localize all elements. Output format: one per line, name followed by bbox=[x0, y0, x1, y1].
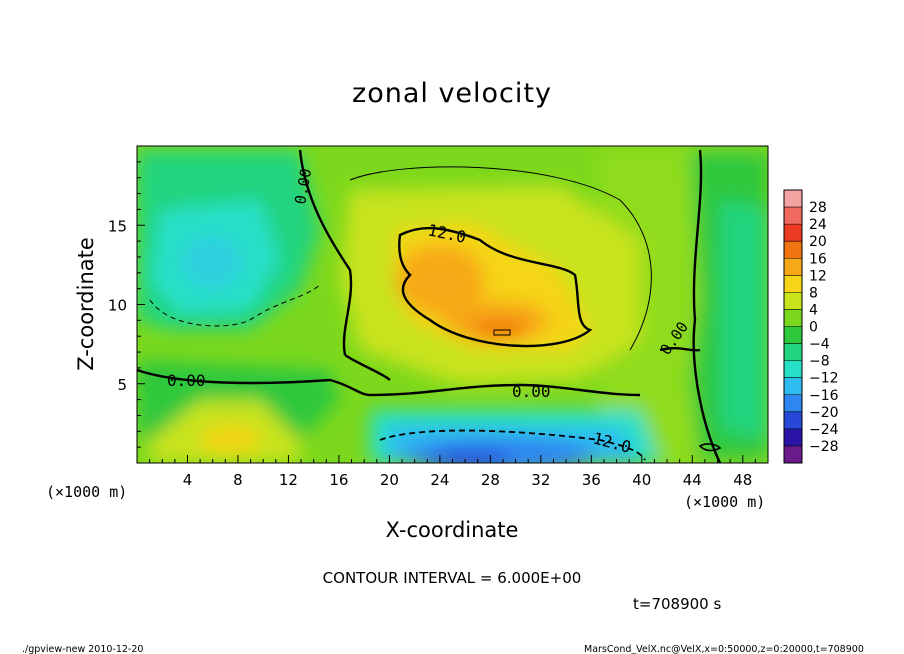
chart-title: zonal velocity bbox=[352, 78, 552, 109]
heatmap-field bbox=[137, 146, 768, 463]
colorbar-label: −20 bbox=[809, 405, 839, 421]
footer-right: MarsCond_VelX.nc@VelX,x=0:50000,z=0:2000… bbox=[584, 644, 864, 654]
x-tick-label: 4 bbox=[183, 471, 193, 489]
x-tick-label: 32 bbox=[531, 471, 550, 489]
colorbar-segment bbox=[784, 360, 802, 379]
y-tick-label: 5 bbox=[117, 376, 127, 394]
colorbar-segment bbox=[784, 377, 802, 396]
x-tick-label: 20 bbox=[380, 471, 399, 489]
colorbar-label: −8 bbox=[809, 354, 830, 370]
colorbar-segment bbox=[784, 411, 802, 430]
contour-label: 0.00 bbox=[512, 382, 551, 401]
colorbar-label: 0 bbox=[809, 320, 818, 336]
contour-interval: CONTOUR INTERVAL = 6.000E+00 bbox=[323, 569, 582, 587]
colorbar-segment bbox=[784, 428, 802, 447]
colorbar-label: −12 bbox=[809, 371, 839, 387]
colorbar-segment bbox=[784, 275, 802, 293]
y-axis-label: Z-coordinate bbox=[74, 237, 98, 371]
x-tick-label: 28 bbox=[481, 471, 500, 489]
colorbar-label: −28 bbox=[809, 439, 839, 455]
colorbar-segment bbox=[784, 207, 802, 225]
x-tick-label: 12 bbox=[279, 471, 298, 489]
contour-label: 0.00 bbox=[167, 371, 206, 390]
colorbar-segment bbox=[784, 241, 802, 259]
colorbar-segment bbox=[784, 224, 802, 242]
x-tick-label: 36 bbox=[582, 471, 601, 489]
x-axis: 4 8 12 16 20 24 28 32 36 40 44 48 bbox=[149, 455, 756, 489]
colorbar-segment bbox=[784, 190, 802, 208]
y-tick-label: 15 bbox=[108, 217, 127, 235]
x-unit-right: (×1000 m) bbox=[684, 493, 765, 511]
x-tick-label: 16 bbox=[329, 471, 348, 489]
colorbar-label: 28 bbox=[809, 200, 827, 216]
colorbar-segment bbox=[784, 258, 802, 276]
colorbar-label: −16 bbox=[809, 388, 839, 404]
time-label: t=708900 s bbox=[633, 595, 721, 613]
colorbar-label: 24 bbox=[809, 217, 827, 233]
contour-label: 0.00 bbox=[291, 167, 315, 206]
colorbar-label: 20 bbox=[809, 234, 827, 250]
x-tick-label: 48 bbox=[733, 471, 752, 489]
colorbar-label: 12 bbox=[809, 268, 827, 284]
colorbar-segment bbox=[784, 343, 802, 362]
x-axis-label: X-coordinate bbox=[386, 518, 519, 542]
colorbar-segment bbox=[784, 292, 802, 310]
colorbar-label: 16 bbox=[809, 251, 827, 267]
colorbar-label: −24 bbox=[809, 422, 839, 438]
colorbar-segment bbox=[784, 445, 802, 464]
colorbar-label: 8 bbox=[809, 285, 818, 301]
y-axis: 5 10 15 bbox=[108, 161, 145, 448]
x-tick-label: 8 bbox=[233, 471, 243, 489]
colorbar-label: 4 bbox=[809, 302, 818, 318]
x-tick-label: 44 bbox=[683, 471, 702, 489]
colorbar-segment bbox=[784, 326, 802, 345]
footer-left: ./gpview-new 2010-12-20 bbox=[22, 644, 143, 654]
x-unit-left: (×1000 m) bbox=[46, 483, 127, 501]
colorbar-label: −4 bbox=[809, 337, 830, 353]
x-tick-label: 40 bbox=[632, 471, 651, 489]
x-tick-label: 24 bbox=[430, 471, 449, 489]
colorbar-segment bbox=[784, 309, 802, 327]
colorbar-segment bbox=[784, 394, 802, 413]
y-tick-label: 10 bbox=[108, 297, 127, 315]
